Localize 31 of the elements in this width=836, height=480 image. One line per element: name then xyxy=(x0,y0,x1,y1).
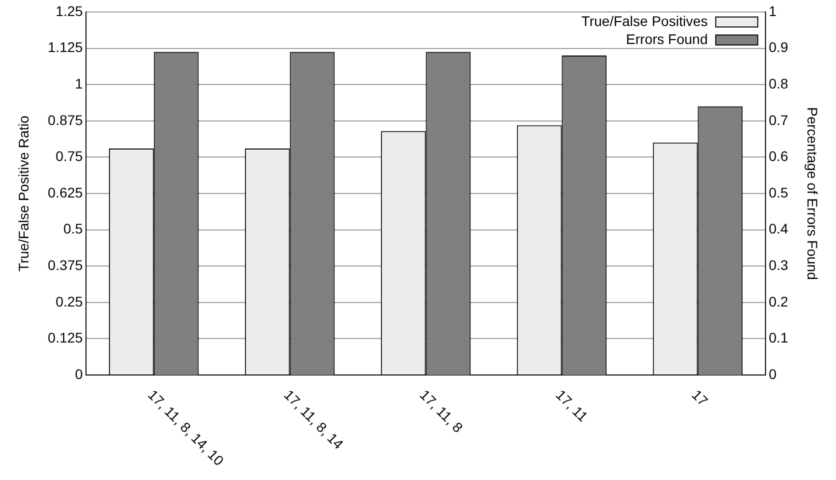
y-tick-label: 1 xyxy=(75,75,84,92)
x-tick-label: 17, 11, 8, 14, 10 xyxy=(144,386,228,469)
y-tick-label: 0.125 xyxy=(48,330,84,346)
y2-tick-label: 0.7 xyxy=(768,112,788,128)
y2-tick-label: 0.6 xyxy=(768,148,788,164)
y2-tick-label: 0.5 xyxy=(768,184,788,200)
y-tick-label: 0.75 xyxy=(56,148,84,164)
y-tick-label: 0 xyxy=(75,366,84,382)
y2-tick-label: 0.3 xyxy=(768,256,788,273)
legend-label: Errors Found xyxy=(626,30,708,47)
y2-tick-label: 0.1 xyxy=(768,330,788,346)
y2-tick-label: 0.9 xyxy=(768,39,788,56)
y-axis-title: True/False Positive Ratio xyxy=(15,115,32,272)
x-tick-label: 17, 11, 8, 14 xyxy=(280,386,347,452)
x-tick-label: 17, 11, 8 xyxy=(416,386,466,436)
y2-tick-label: 0.8 xyxy=(768,75,788,92)
y2-axis-title: Percentage of Errors Found xyxy=(804,107,821,280)
y-tick-label: 0.375 xyxy=(48,256,84,273)
y-tick-label: 0.25 xyxy=(56,293,84,310)
y2-tick-label: 0.4 xyxy=(768,220,788,237)
y-tick-label: 0.875 xyxy=(48,112,84,128)
legend-label: True/False Positives xyxy=(581,12,708,29)
y2-tick-label: 0.2 xyxy=(768,293,788,310)
x-tick-label: 17 xyxy=(688,386,712,410)
y-tick-label: 1.25 xyxy=(56,2,84,19)
y-tick-label: 0.625 xyxy=(48,184,84,200)
y2-tick-label: 1 xyxy=(768,2,777,19)
x-tick-label: 17, 11 xyxy=(552,386,592,425)
y-tick-label: 1.125 xyxy=(48,39,84,56)
y2-tick-label: 0 xyxy=(768,366,777,382)
y-tick-label: 0.5 xyxy=(63,220,84,237)
